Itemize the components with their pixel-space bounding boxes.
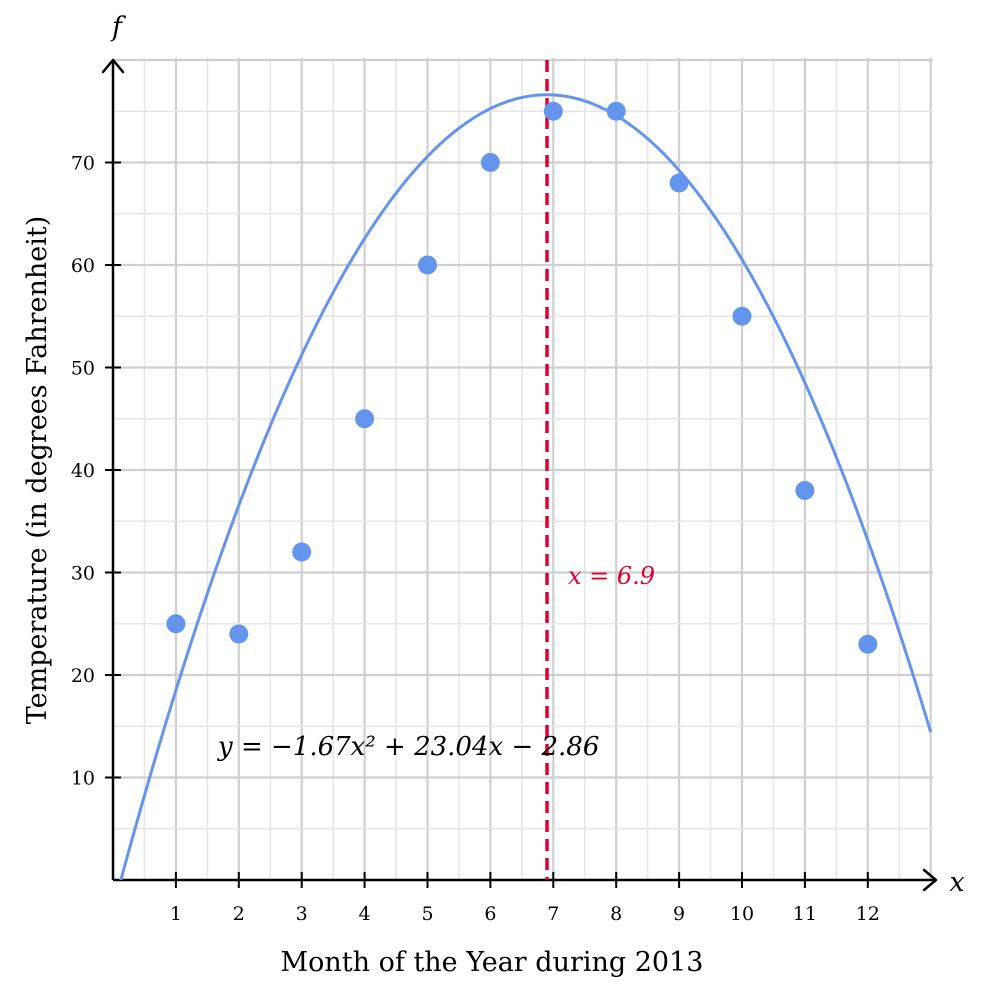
data-point — [858, 634, 878, 654]
x-tick-label: 9 — [673, 903, 685, 925]
y-tick-label: 10 — [71, 768, 95, 790]
fit-curve — [119, 93, 933, 880]
x-tick-label: 10 — [730, 903, 754, 925]
x-tick-label: 8 — [610, 903, 622, 925]
data-point — [543, 101, 563, 121]
x-tick-label: 4 — [359, 903, 371, 925]
x-tick-label: 11 — [793, 903, 817, 925]
y-tick-label: 40 — [71, 460, 95, 482]
y-tick-label: 60 — [71, 255, 95, 277]
y-tick-label: 30 — [71, 563, 95, 585]
grid — [113, 58, 933, 880]
data-point — [669, 173, 689, 193]
y-tick-label: 50 — [71, 358, 95, 380]
data-point — [732, 306, 752, 326]
x-tick-label: 3 — [296, 903, 308, 925]
axes — [101, 58, 938, 892]
x-tick-label: 12 — [856, 903, 880, 925]
data-point — [606, 101, 626, 121]
x-tick-label: 5 — [421, 903, 433, 925]
x-axis-arrow-icon — [922, 868, 938, 892]
data-point — [418, 255, 437, 275]
data-point — [229, 624, 249, 644]
x-tick-label: 6 — [484, 903, 496, 925]
y-tick-label: 70 — [71, 153, 95, 175]
y-tick-label: 20 — [71, 665, 95, 687]
y-axis-title: Temperature (in degrees Fahrenheit) — [22, 216, 53, 725]
data-point — [292, 542, 312, 562]
plot-area — [119, 60, 933, 880]
data-point — [795, 481, 815, 500]
data-point — [480, 153, 500, 172]
x-axis-title: Month of the Year during 2013 — [281, 947, 704, 978]
data-point — [355, 409, 375, 429]
y-axis-letter: f — [110, 12, 126, 43]
fit-equation-label: y = −1.67x² + 23.04x − 2.86 — [217, 732, 599, 762]
y-axis-arrow-icon — [101, 58, 125, 74]
x-tick-label: 2 — [233, 903, 245, 925]
vertical-line-label: x = 6.9 — [568, 562, 655, 590]
x-axis-letter: x — [949, 867, 964, 898]
x-tick-label: 7 — [547, 903, 559, 925]
data-point — [166, 614, 186, 634]
x-tick-label: 1 — [170, 903, 182, 925]
